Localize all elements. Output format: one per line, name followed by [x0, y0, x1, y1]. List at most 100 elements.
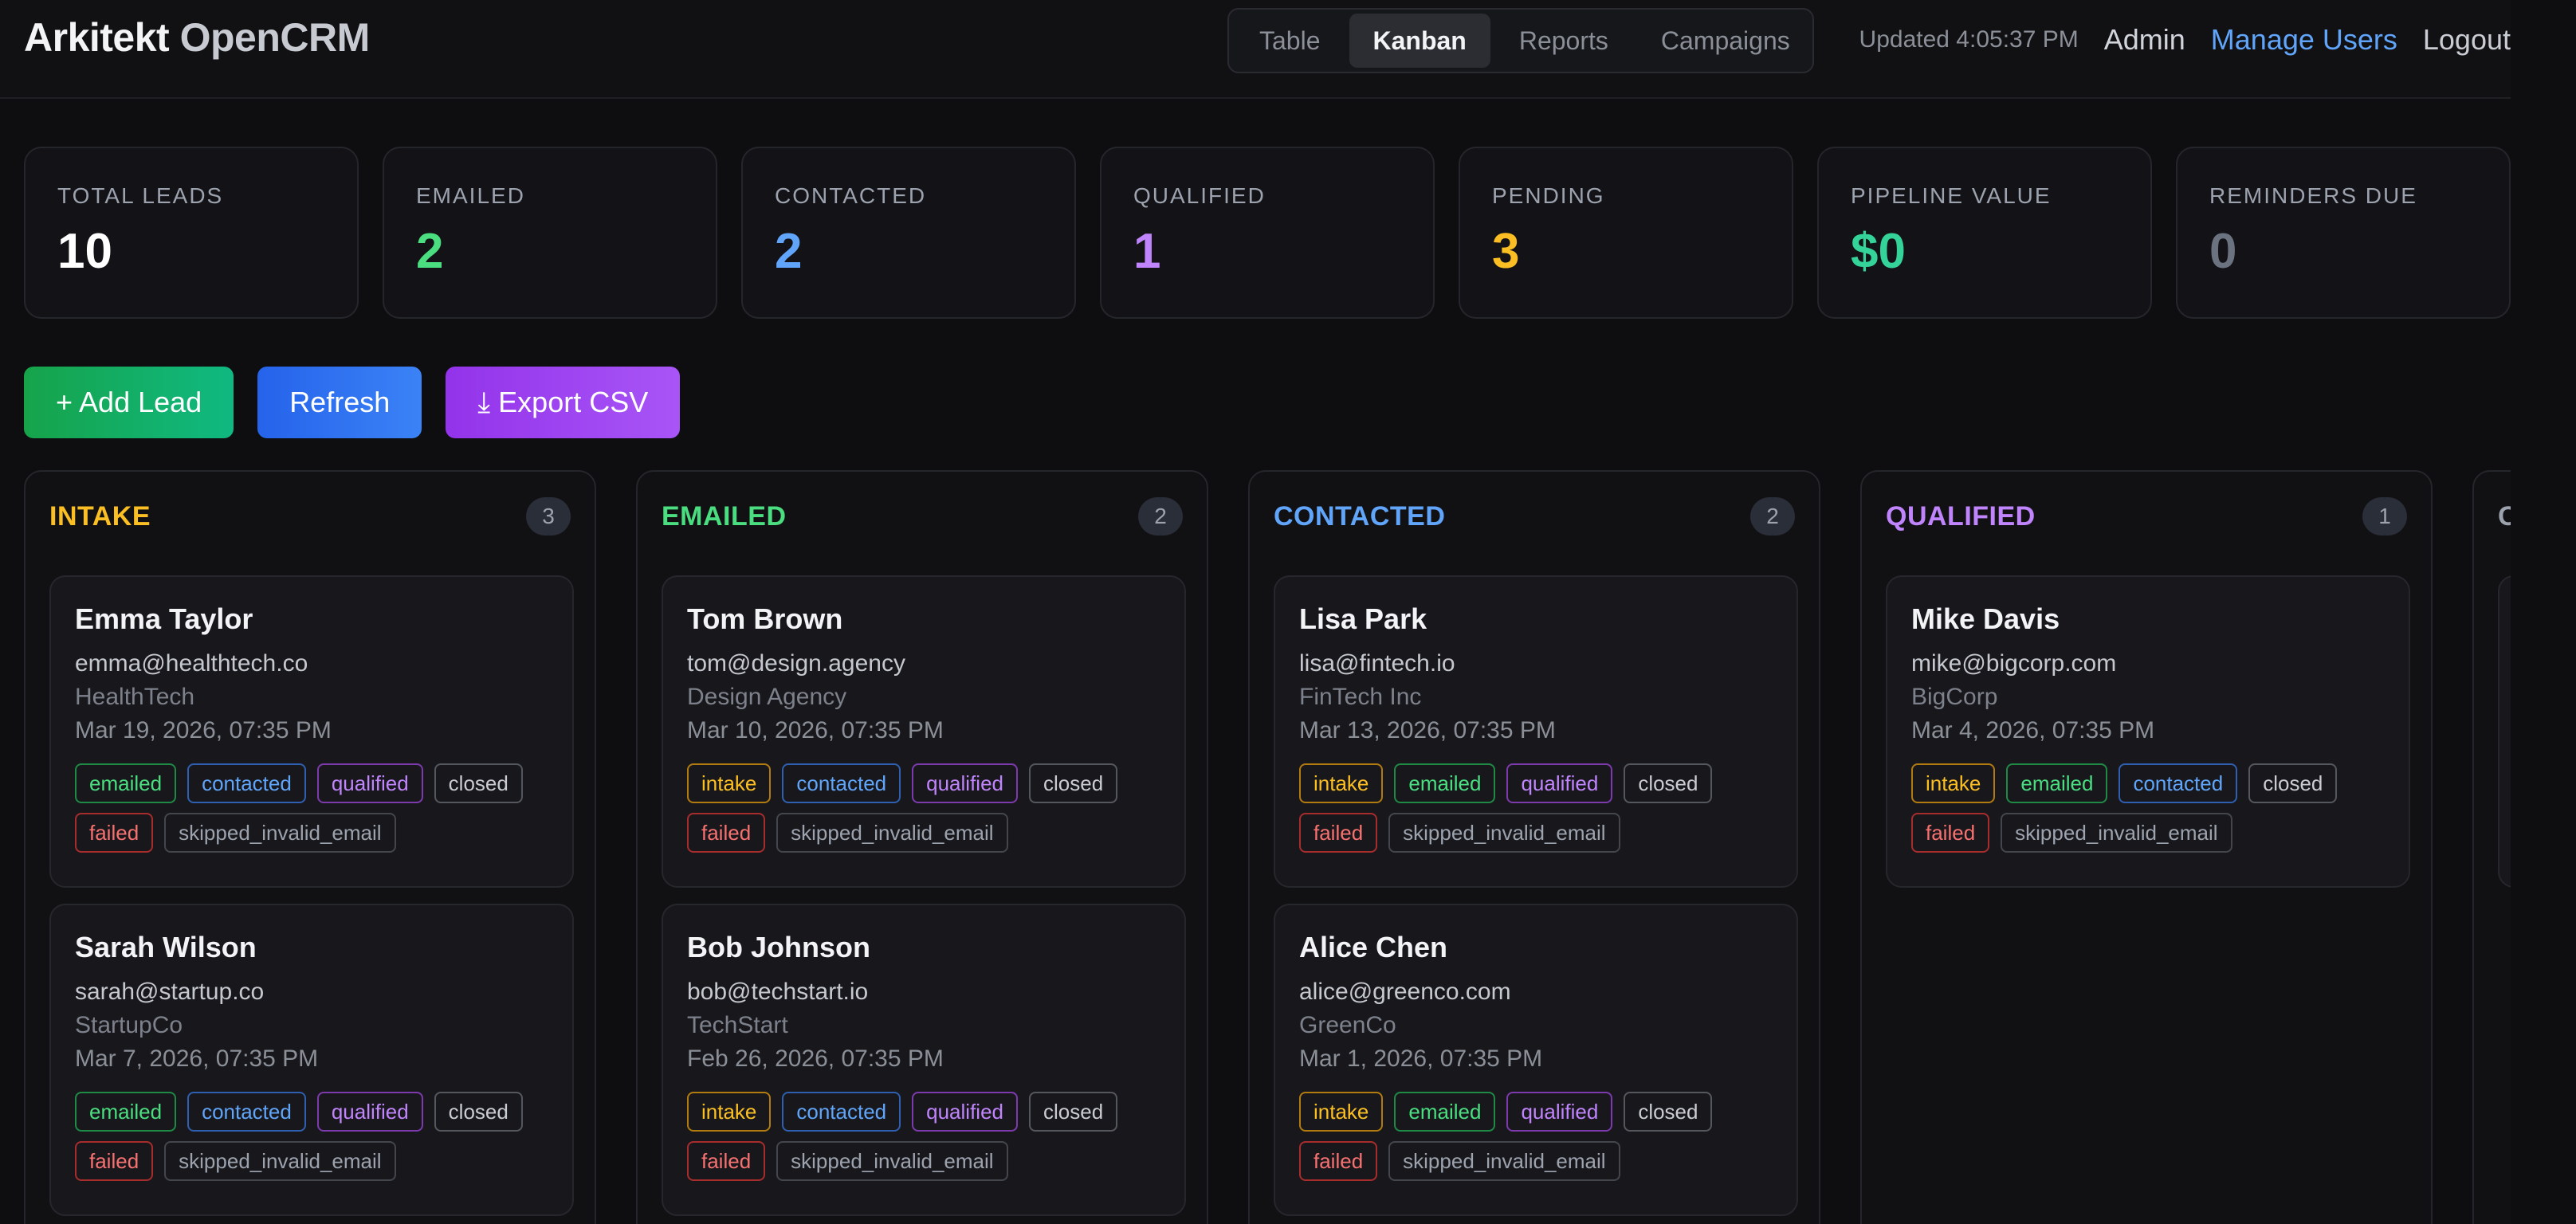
- export-csv-button[interactable]: ⤓ Export CSV: [446, 367, 681, 438]
- lead-email: emma@healthtech.co: [75, 650, 308, 677]
- move-to-contacted-tag[interactable]: contacted: [782, 1092, 901, 1132]
- move-to-closed-tag[interactable]: closed: [434, 763, 523, 803]
- move-to-qualified-tag[interactable]: qualified: [1506, 1092, 1613, 1132]
- tab-reports[interactable]: Reports: [1518, 26, 1608, 55]
- move-to-qualified-tag[interactable]: qualified: [316, 1092, 423, 1132]
- kanban-column-intake: INTAKE 3 Emma Taylor emma@healthtech.co Heal…: [24, 470, 596, 1224]
- stat-total-leads: TOTAL LEADS 10: [24, 147, 359, 319]
- move-to-contacted-tag[interactable]: contacted: [187, 763, 306, 803]
- move-to-closed-tag[interactable]: closed: [1029, 763, 1118, 803]
- move-to-skipped-invalid-email-tag[interactable]: skipped_invalid_email: [164, 1141, 396, 1181]
- move-to-skipped-invalid-email-tag[interactable]: skipped_invalid_email: [2001, 813, 2232, 853]
- move-to-failed-tag[interactable]: failed: [1299, 1141, 1378, 1181]
- stat-label: TOTAL LEADS: [57, 183, 224, 208]
- move-to-qualified-tag[interactable]: qualified: [1506, 763, 1613, 803]
- viewport-edge: [2511, 0, 2576, 1224]
- stat-reminders-due: REMINDERS DUE 0: [2176, 147, 2511, 319]
- move-to-emailed-tag[interactable]: emailed: [1394, 763, 1496, 803]
- move-to-emailed-tag[interactable]: emailed: [75, 763, 177, 803]
- lead-name: Mike Davis: [1911, 602, 2060, 635]
- lead-email: alice@greenco.com: [1299, 979, 1511, 1005]
- column-title: INTAKE: [49, 500, 151, 532]
- status-move-tags: emailed contacted qualified closed failed ski…: [75, 763, 553, 853]
- stat-value: $0: [1851, 224, 1906, 279]
- stats-row: TOTAL LEADS 10 EMAILED 2 CONTACTED 2 QUA…: [24, 147, 2511, 319]
- lead-company: FinTech Inc: [1299, 684, 1422, 710]
- column-header: EMAILED 2: [662, 494, 1183, 539]
- move-to-failed-tag[interactable]: failed: [1299, 813, 1378, 853]
- column-title: CL: [2498, 500, 2511, 532]
- lead-date: Mar 10, 2026, 07:35 PM: [687, 717, 944, 743]
- manage-users-link[interactable]: Manage Users: [2210, 23, 2397, 56]
- stat-pipeline-value: PIPELINE VALUE $0: [1817, 147, 2152, 319]
- move-to-intake-tag[interactable]: intake: [687, 1092, 772, 1132]
- move-to-intake-tag[interactable]: intake: [1299, 1092, 1384, 1132]
- move-to-contacted-tag[interactable]: contacted: [2119, 763, 2238, 803]
- move-to-emailed-tag[interactable]: emailed: [2006, 763, 2108, 803]
- move-to-skipped-invalid-email-tag[interactable]: skipped_invalid_email: [776, 1141, 1008, 1181]
- stat-emailed: EMAILED 2: [383, 147, 717, 319]
- kanban-column-cl: CL JjaRMintakefailed: [2472, 470, 2511, 1224]
- add-lead-button[interactable]: + Add Lead: [24, 367, 234, 438]
- lead-name: Emma Taylor: [75, 602, 253, 635]
- lead-card[interactable]: Mike Davis mike@bigcorp.com BigCorp Mar 4, …: [1886, 575, 2410, 888]
- refresh-button[interactable]: Refresh: [257, 367, 422, 438]
- move-to-closed-tag[interactable]: closed: [434, 1092, 523, 1132]
- lead-card[interactable]: Alice Chen alice@greenco.com GreenCo Mar 1,…: [1274, 904, 1798, 1216]
- move-to-contacted-tag[interactable]: contacted: [187, 1092, 306, 1132]
- lead-name: Alice Chen: [1299, 931, 1448, 963]
- lead-company: StartupCo: [75, 1012, 183, 1038]
- lead-email: tom@design.agency: [687, 650, 905, 677]
- move-to-failed-tag[interactable]: failed: [687, 1141, 766, 1181]
- status-move-tags: intake contacted qualified closed failed skip…: [687, 1092, 1165, 1181]
- tab-table[interactable]: Table: [1259, 26, 1321, 55]
- move-to-closed-tag[interactable]: closed: [2248, 763, 2338, 803]
- user-role: Admin: [2103, 23, 2185, 56]
- stat-contacted: CONTACTED 2: [741, 147, 1076, 319]
- move-to-failed-tag[interactable]: failed: [75, 813, 154, 853]
- move-to-closed-tag[interactable]: closed: [1029, 1092, 1118, 1132]
- tab-kanban[interactable]: Kanban: [1349, 14, 1490, 68]
- app-brand[interactable]: Arkitekt OpenCRM: [24, 14, 370, 61]
- lead-card[interactable]: Bob Johnson bob@techstart.io TechStart Feb …: [662, 904, 1186, 1216]
- stat-value: 2: [775, 224, 803, 279]
- move-to-closed-tag[interactable]: closed: [1624, 1092, 1713, 1132]
- move-to-qualified-tag[interactable]: qualified: [912, 1092, 1018, 1132]
- kanban-column-qualified: QUALIFIED 1 Mike Davis mike@bigcorp.com BigC…: [1860, 470, 2433, 1224]
- lead-card[interactable]: Sarah Wilson sarah@startup.co StartupCo Mar…: [49, 904, 574, 1216]
- lead-company: TechStart: [687, 1012, 788, 1038]
- lead-card[interactable]: Emma Taylor emma@healthtech.co HealthTech M…: [49, 575, 574, 888]
- move-to-failed-tag[interactable]: failed: [1911, 813, 1990, 853]
- stat-pending: PENDING 3: [1459, 147, 1793, 319]
- column-header: CONTACTED 2: [1274, 494, 1795, 539]
- lead-name: Bob Johnson: [687, 931, 870, 963]
- move-to-failed-tag[interactable]: failed: [75, 1141, 154, 1181]
- lead-card[interactable]: Tom Brown tom@design.agency Design Agency M…: [662, 575, 1186, 888]
- move-to-intake-tag[interactable]: intake: [1299, 763, 1384, 803]
- move-to-intake-tag[interactable]: intake: [687, 763, 772, 803]
- move-to-skipped-invalid-email-tag[interactable]: skipped_invalid_email: [1388, 1141, 1620, 1181]
- lead-card[interactable]: Lisa Park lisa@fintech.io FinTech Inc Mar 1…: [1274, 575, 1798, 888]
- move-to-skipped-invalid-email-tag[interactable]: skipped_invalid_email: [1388, 813, 1620, 853]
- move-to-emailed-tag[interactable]: emailed: [1394, 1092, 1496, 1132]
- move-to-qualified-tag[interactable]: qualified: [912, 763, 1018, 803]
- move-to-emailed-tag[interactable]: emailed: [75, 1092, 177, 1132]
- logout-link[interactable]: Logout: [2422, 23, 2511, 56]
- stat-label: QUALIFIED: [1133, 183, 1266, 208]
- tab-campaigns[interactable]: Campaigns: [1660, 26, 1790, 55]
- lead-company: GreenCo: [1299, 1012, 1396, 1038]
- move-to-skipped-invalid-email-tag[interactable]: skipped_invalid_email: [776, 813, 1008, 853]
- move-to-failed-tag[interactable]: failed: [687, 813, 766, 853]
- move-to-skipped-invalid-email-tag[interactable]: skipped_invalid_email: [164, 813, 396, 853]
- lead-date: Mar 1, 2026, 07:35 PM: [1299, 1046, 1543, 1072]
- move-to-intake-tag[interactable]: intake: [1911, 763, 1996, 803]
- lead-card[interactable]: JjaRMintakefailed: [2498, 575, 2511, 888]
- lead-name: Sarah Wilson: [75, 931, 257, 963]
- column-title: CONTACTED: [1274, 500, 1446, 532]
- move-to-contacted-tag[interactable]: contacted: [782, 763, 901, 803]
- move-to-qualified-tag[interactable]: qualified: [316, 763, 423, 803]
- lead-date: Feb 26, 2026, 07:35 PM: [687, 1046, 944, 1072]
- move-to-closed-tag[interactable]: closed: [1624, 763, 1713, 803]
- column-title: QUALIFIED: [1886, 500, 2036, 532]
- lead-email: lisa@fintech.io: [1299, 650, 1455, 677]
